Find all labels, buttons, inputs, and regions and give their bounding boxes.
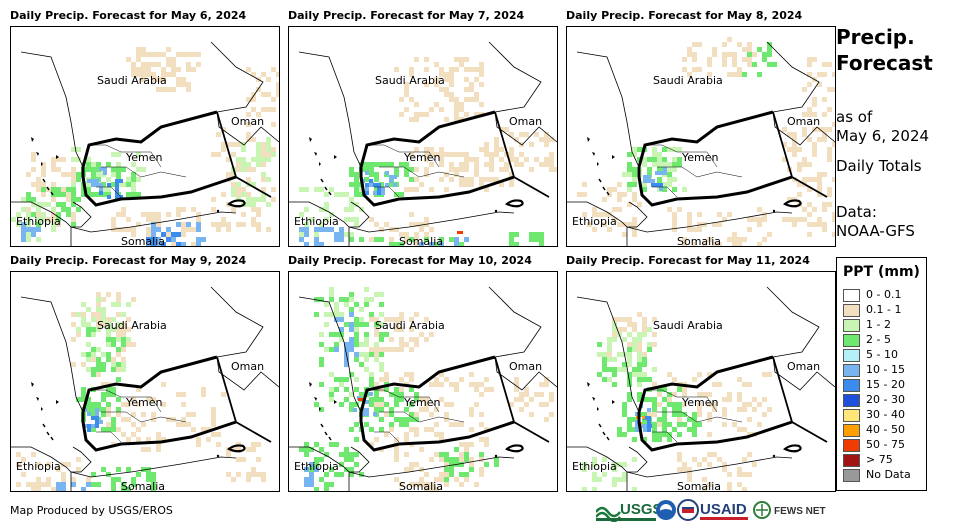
noaa-logo (656, 500, 676, 520)
country-borders (11, 286, 279, 491)
panel-title: Daily Precip. Forecast for May 11, 2024 (566, 254, 810, 267)
fewsnet-logo: FEWS NET (753, 501, 826, 519)
country-borders (567, 41, 835, 246)
saudi-arabia-label: Saudi Arabia (375, 74, 445, 87)
side-title-line1: Precip. (836, 25, 915, 49)
ethiopia-label: Ethiopia (294, 215, 339, 228)
legend-swatch (843, 439, 860, 452)
country-borders (11, 41, 279, 246)
ethiopia-label: Ethiopia (16, 460, 61, 473)
legend-swatch (843, 454, 860, 467)
oman-label: Oman (231, 360, 265, 373)
forecast-map: Saudi Arabia Oman Yemen Ethiopia Somalia (288, 26, 558, 247)
as-of-date: May 6, 2024 (836, 127, 930, 145)
legend-label: No Data (866, 468, 911, 481)
legend-label: 0 - 0.1 (866, 288, 902, 301)
legend-swatch (843, 334, 860, 347)
legend-swatch (843, 409, 860, 422)
legend-label: 30 - 40 (866, 408, 905, 421)
ethiopia-label: Ethiopia (572, 460, 617, 473)
fewsnet-logo-text: FEWS NET (774, 506, 826, 517)
oman-label: Oman (509, 360, 543, 373)
precip-cells (299, 287, 554, 491)
legend-label: 40 - 50 (866, 423, 905, 436)
agency-logos: USGS USAID FEWS NET (595, 498, 836, 523)
legend-label: 5 - 10 (866, 348, 898, 361)
yemen-label: Yemen (404, 151, 441, 164)
oman-label: Oman (509, 115, 543, 128)
legend-swatch (843, 379, 860, 392)
forecast-map: Saudi Arabia Oman Yemen Ethiopia Somalia (566, 26, 836, 247)
saudi-arabia-label: Saudi Arabia (97, 74, 167, 87)
data-source-block: Data: NOAA-GFS (836, 203, 915, 241)
oman-label: Oman (787, 360, 821, 373)
yemen-label: Yemen (126, 151, 163, 164)
usgs-logo-text: USGS (620, 501, 663, 518)
forecast-map: Saudi Arabia Oman Yemen Ethiopia Somalia (10, 26, 280, 247)
legend-label: > 75 (866, 453, 893, 466)
legend-swatch (843, 289, 860, 302)
panel-title: Daily Precip. Forecast for May 6, 2024 (10, 9, 247, 22)
somalia-label: Somalia (677, 480, 722, 492)
legend-swatch (843, 469, 860, 482)
forecast-map: Saudi Arabia Oman Yemen Ethiopia Somalia (10, 271, 280, 492)
legend: PPT (mm) 0 - 0.1 0.1 - 1 1 - 2 2 - 5 5 - 10 1… (836, 257, 927, 491)
legend-label: 10 - 15 (866, 363, 905, 376)
side-title-line2: Forecast (836, 51, 933, 75)
legend-label: 20 - 30 (866, 393, 905, 406)
legend-swatch (843, 364, 860, 377)
precip-cells (11, 47, 279, 246)
panel-title: Daily Precip. Forecast for May 9, 2024 (10, 254, 247, 267)
legend-label: 0.1 - 1 (866, 303, 902, 316)
country-borders (289, 286, 557, 491)
legend-swatch (843, 319, 860, 332)
yemen-label: Yemen (682, 151, 719, 164)
legend-swatch (843, 424, 860, 437)
yemen-label: Yemen (682, 396, 719, 409)
daily-totals-label: Daily Totals (836, 157, 922, 175)
country-borders (567, 286, 835, 491)
somalia-label: Somalia (121, 235, 166, 247)
country-borders (289, 41, 557, 246)
panel-title: Daily Precip. Forecast for May 8, 2024 (566, 9, 803, 22)
as-of-block: as of May 6, 2024 (836, 108, 929, 146)
saudi-arabia-label: Saudi Arabia (653, 319, 723, 332)
yemen-label: Yemen (126, 396, 163, 409)
legend-label: 1 - 2 (866, 318, 891, 331)
legend-label: 15 - 20 (866, 378, 905, 391)
legend-swatch (843, 304, 860, 317)
legend-title: PPT (mm) (843, 264, 920, 280)
oman-label: Oman (787, 115, 821, 128)
somalia-label: Somalia (677, 235, 722, 247)
usgs-logo: USGS (595, 501, 663, 523)
usaid-seal (677, 499, 699, 521)
yemen-label: Yemen (404, 396, 441, 409)
as-of-label: as of (836, 108, 873, 126)
legend-label: 2 - 5 (866, 333, 891, 346)
saudi-arabia-label: Saudi Arabia (653, 74, 723, 87)
ethiopia-label: Ethiopia (16, 215, 61, 228)
map-credit: Map Produced by USGS/EROS (10, 504, 173, 517)
usaid-logo: USAID (700, 501, 748, 520)
legend-swatch (843, 394, 860, 407)
ethiopia-label: Ethiopia (572, 215, 617, 228)
saudi-arabia-label: Saudi Arabia (375, 319, 445, 332)
legend-label: 50 - 75 (866, 438, 905, 451)
ethiopia-label: Ethiopia (294, 460, 339, 473)
somalia-label: Somalia (399, 480, 444, 492)
saudi-arabia-label: Saudi Arabia (97, 319, 167, 332)
panel-title: Daily Precip. Forecast for May 10, 2024 (288, 254, 532, 267)
forecast-map: Saudi Arabia Oman Yemen Ethiopia Somalia (566, 271, 836, 492)
data-source-label: Data: (836, 203, 877, 221)
data-source-value: NOAA-GFS (836, 222, 915, 240)
legend-swatch (843, 349, 860, 362)
panel-title: Daily Precip. Forecast for May 7, 2024 (288, 9, 525, 22)
somalia-label: Somalia (399, 235, 444, 247)
forecast-map: Saudi Arabia Oman Yemen Ethiopia Somalia (288, 271, 558, 492)
oman-label: Oman (231, 115, 265, 128)
somalia-label: Somalia (121, 480, 166, 492)
side-title: Precip. Forecast (836, 24, 933, 76)
precip-cells (299, 57, 557, 246)
usaid-logo-text: USAID (700, 501, 747, 518)
